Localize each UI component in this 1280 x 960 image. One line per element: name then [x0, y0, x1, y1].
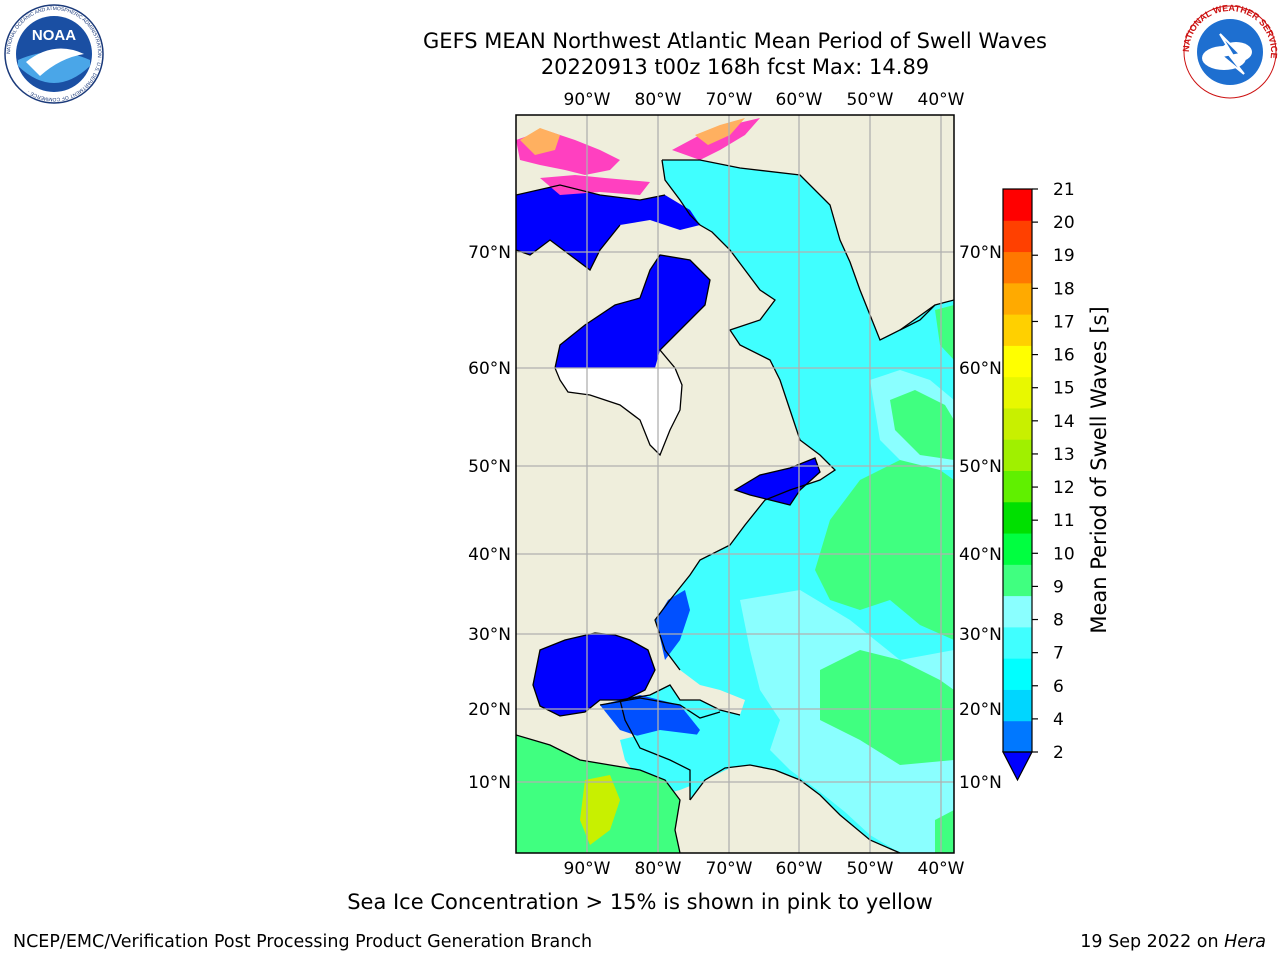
lon-label-top: 40°W [918, 90, 965, 110]
colorbar-segment [1003, 282, 1032, 315]
colorbar-segment [1003, 533, 1032, 565]
colorbar-segment [1003, 251, 1032, 284]
colorbar-tick-label: 10 [1053, 544, 1075, 564]
ocean-green-east-edge [935, 810, 954, 853]
sea-ice-orange-2 [695, 118, 745, 145]
lat-label-right: 70°N [959, 243, 1002, 263]
colorbar: 2 4 6 7 8 9 10 11 12 13 14 15 16 17 18 19 20 21 [1002, 180, 1075, 782]
lon-label-top: 50°W [847, 90, 894, 110]
sea-ice-pink-3 [540, 175, 650, 195]
credit-date-text: 19 Sep 2022 on [1080, 932, 1225, 952]
south-america-yellow [580, 775, 620, 845]
noaa-logo-text: NOAA [32, 27, 76, 44]
colorbar-tick-label: 15 [1053, 379, 1075, 399]
chart-title: GEFS MEAN Northwest Atlantic Mean Period… [423, 29, 1047, 53]
colorbar-tick-label: 18 [1053, 279, 1075, 299]
lon-label-bottom: 50°W [847, 859, 894, 879]
map-gridlines [516, 115, 954, 853]
colorbar-tick-label: 19 [1053, 246, 1075, 266]
lon-label-bottom: 70°W [706, 859, 753, 879]
colorbar-segment [1003, 345, 1032, 378]
lon-label-bottom: 60°W [776, 859, 823, 879]
sea-ice-orange [520, 128, 560, 155]
chart-subtitle: 20220913 t00z 168h fcst Max: 14.89 [540, 55, 930, 79]
colorbar-tick-label: 6 [1053, 677, 1064, 697]
map-frame [515, 114, 955, 854]
colorbar-label: Mean Period of Swell Waves [s] [1087, 306, 1111, 633]
lon-label-bottom: 80°W [635, 859, 682, 879]
credit-branch: NCEP/EMC/Verification Post Processing Pr… [13, 932, 593, 952]
lat-label-left: 30°N [468, 625, 511, 645]
colorbar-segment [1003, 658, 1032, 690]
colorbar-tick-label: 12 [1053, 478, 1075, 498]
colorbar-segment [1003, 595, 1032, 628]
map-area [516, 115, 954, 853]
lat-label-left: 60°N [468, 359, 511, 379]
colorbar-segment [1003, 376, 1032, 409]
ocean-green-far-east [935, 305, 954, 360]
lon-label-top: 70°W [706, 90, 753, 110]
colorbar-tick-label: 8 [1053, 611, 1064, 631]
lat-label-right: 10°N [959, 773, 1002, 793]
lon-labels-top: 90°W 80°W 70°W 60°W 50°W 40°W [564, 90, 965, 110]
gulf-of-mexico [533, 633, 655, 716]
lat-label-left: 20°N [468, 700, 511, 720]
colorbar-tick-label: 20 [1053, 213, 1075, 233]
credit-date: 19 Sep 2022 on Hera [1080, 932, 1266, 952]
coastlines [516, 159, 954, 853]
lat-labels-right: 70°N 60°N 50°N 40°N 30°N 20°N 10°N [959, 243, 1002, 793]
ocean-green-north [890, 390, 954, 460]
lat-label-left: 40°N [468, 545, 511, 565]
colorbar-segment [1003, 407, 1032, 440]
colorbar-segment [1003, 220, 1032, 253]
colorbar-segment [1003, 720, 1032, 753]
ocean-green-mid [815, 460, 954, 640]
lon-label-top: 60°W [776, 90, 823, 110]
colorbar-tick-label: 9 [1053, 577, 1064, 597]
colorbar-tick-label: 21 [1053, 180, 1075, 200]
colorbar-extend-arrow [1002, 751, 1033, 782]
lon-label-bottom: 40°W [918, 859, 965, 879]
colorbar-segment [1003, 689, 1032, 722]
colorbar-segment [1003, 439, 1032, 471]
noaa-logo: NOAA NATIONAL OCEANIC AND ATMOSPHERIC AD… [4, 4, 104, 104]
lat-label-left: 50°N [468, 457, 511, 477]
colorbar-tick-label: 14 [1053, 412, 1075, 432]
colorbar-segment [1003, 314, 1032, 346]
lon-label-top: 80°W [635, 90, 682, 110]
ocean-green-south [820, 650, 954, 765]
sea-ice-note: Sea Ice Concentration > 15% is shown in … [347, 890, 933, 914]
colorbar-segment [1003, 564, 1032, 597]
colorbar-segment [1003, 626, 1032, 659]
colorbar-tick-label: 13 [1053, 445, 1075, 465]
lat-label-right: 30°N [959, 625, 1002, 645]
nws-logo: NATIONAL WEATHER SERVICE [1181, 4, 1279, 99]
lon-label-bottom: 90°W [564, 859, 611, 879]
lat-label-right: 20°N [959, 700, 1002, 720]
colorbar-tick-label: 17 [1053, 312, 1075, 332]
lat-label-left: 10°N [468, 773, 511, 793]
lat-labels-left: 70°N 60°N 50°N 40°N 30°N 20°N 10°N [468, 243, 511, 793]
colorbar-tick-label: 16 [1053, 346, 1075, 366]
lat-label-right: 60°N [959, 359, 1002, 379]
lon-labels-bottom: 90°W 80°W 70°W 60°W 50°W 40°W [564, 859, 965, 879]
colorbar-segment [1003, 501, 1032, 534]
lat-label-left: 70°N [468, 243, 511, 263]
colorbar-tick-label: 2 [1053, 743, 1064, 763]
lat-label-right: 50°N [959, 457, 1002, 477]
credit-host: Hera [1224, 932, 1266, 952]
colorbar-tick-label: 4 [1053, 710, 1064, 730]
colorbar-tick-label: 7 [1053, 644, 1064, 664]
colorbar-tick-label: 11 [1053, 511, 1075, 531]
colorbar-frame [1002, 188, 1033, 753]
colorbar-segment [1003, 189, 1032, 221]
colorbar-segment [1003, 470, 1032, 503]
lat-label-right: 40°N [959, 545, 1002, 565]
lon-label-top: 90°W [564, 90, 611, 110]
hudson-bay [555, 255, 710, 368]
